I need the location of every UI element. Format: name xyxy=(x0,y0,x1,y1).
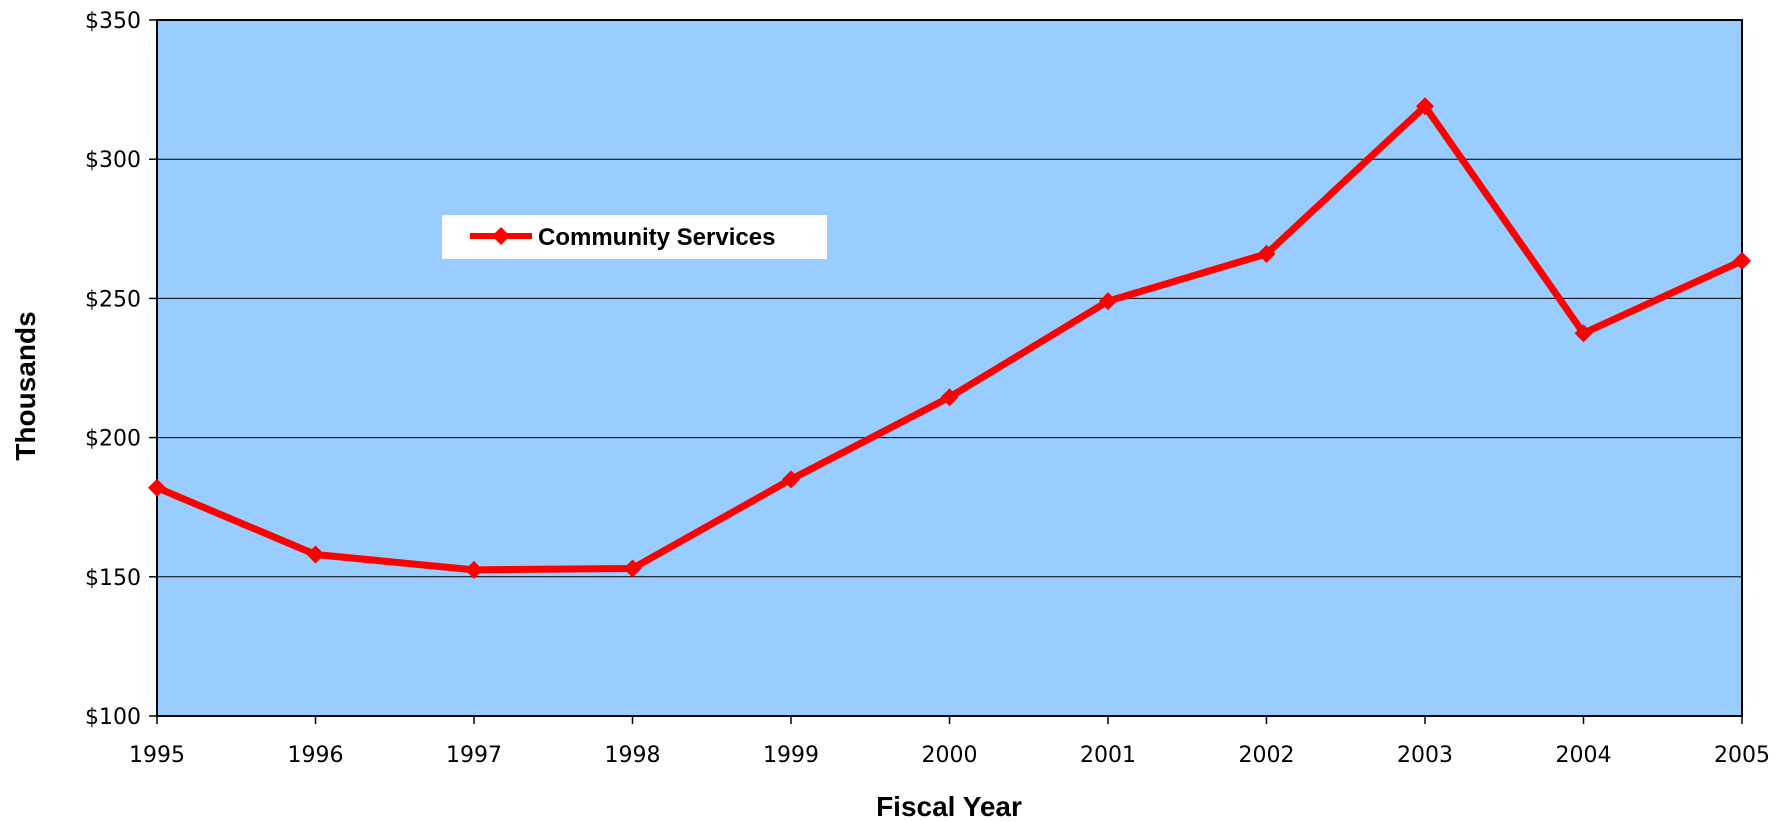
y-tick-label: $350 xyxy=(85,9,141,34)
data-point-marker xyxy=(1733,251,1751,270)
x-axis-tick-labels: 1995 1996 1997 1998 1999 2000 2001 2002 2003 2004… xyxy=(129,743,1770,768)
plot-area xyxy=(157,20,1742,716)
y-tick-label: $150 xyxy=(85,566,141,591)
x-tick-label: 2000 xyxy=(922,743,978,768)
data-point-marker xyxy=(465,560,483,579)
data-point-marker xyxy=(1574,324,1593,343)
data-point-marker xyxy=(782,470,800,489)
x-tick-label: 1997 xyxy=(446,743,502,768)
x-tick-label: 2002 xyxy=(1239,743,1295,768)
x-tick-label: 2005 xyxy=(1714,743,1770,768)
y-tick-label: $300 xyxy=(85,148,141,173)
y-tick-label: $250 xyxy=(85,287,141,312)
legend-diamond-marker xyxy=(492,227,510,245)
legend-label: Community Services xyxy=(538,224,775,251)
data-point-marker xyxy=(148,478,166,497)
y-axis-title: Thousands xyxy=(10,311,41,460)
grid-lines xyxy=(157,158,1742,578)
y-axis-tick-labels: $100 $150 $200 $250 $300 $350 xyxy=(85,9,141,730)
x-tick-label: 1998 xyxy=(605,743,661,768)
x-tick-label: 1996 xyxy=(288,743,344,768)
y-tick-label: $200 xyxy=(85,427,141,452)
x-tick-label: 2001 xyxy=(1080,743,1136,768)
x-tick-label: 1995 xyxy=(129,743,185,768)
data-point-marker xyxy=(623,559,642,578)
data-point-marker xyxy=(940,388,959,407)
x-tick-label: 2003 xyxy=(1397,743,1453,768)
legend: Community Services xyxy=(442,215,827,259)
data-point-marker xyxy=(1257,244,1276,263)
data-point-marker xyxy=(306,545,325,564)
series-community-services xyxy=(148,97,1751,579)
y-tick-label: $100 xyxy=(85,705,141,730)
x-axis-title: Fiscal Year xyxy=(876,791,1022,822)
x-tick-label: 1999 xyxy=(763,743,819,768)
data-point-marker xyxy=(1099,292,1117,311)
data-point-marker xyxy=(1416,97,1434,116)
axes xyxy=(149,19,1743,724)
x-tick-label: 2004 xyxy=(1556,743,1612,768)
